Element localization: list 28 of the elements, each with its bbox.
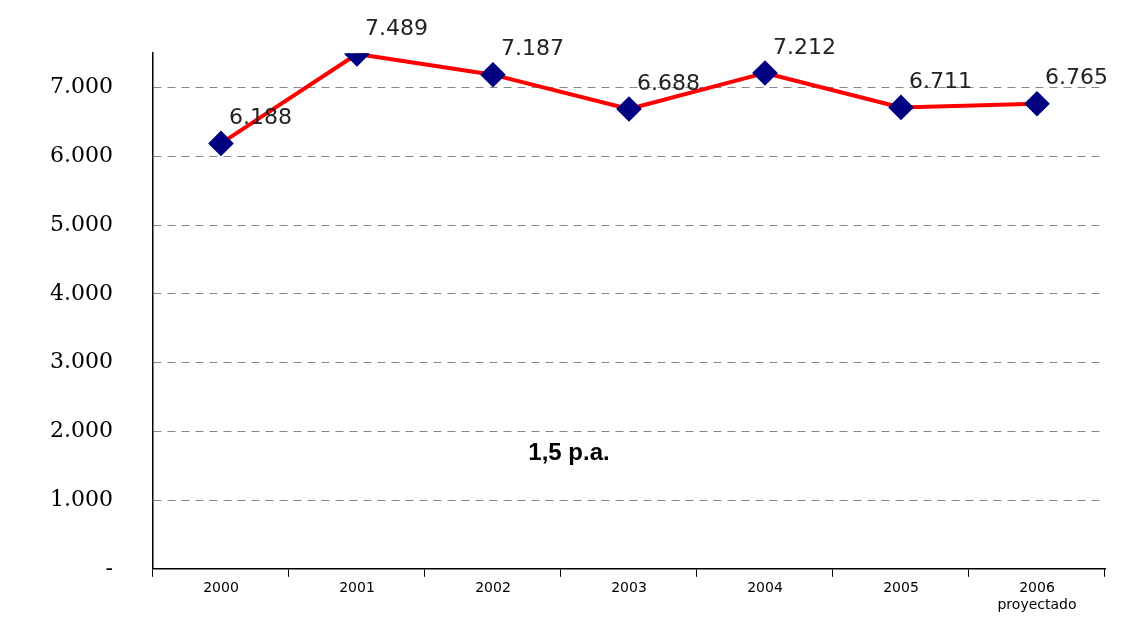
y-tick-label: 2.000 — [50, 417, 113, 443]
x-tick-label: 2006 proyectado — [997, 578, 1077, 612]
point — [1025, 91, 1049, 116]
annotation: 1,5 p.a. — [528, 438, 610, 466]
x-tick-label: 2005 — [883, 578, 919, 595]
data-label: 6.765 — [1045, 64, 1108, 90]
point — [752, 61, 777, 85]
x-tick-label: 2001 — [339, 578, 375, 595]
data-label: 7.489 — [364, 14, 428, 40]
x-tick-label: 2003 — [611, 578, 647, 595]
y-tick-label: 4.000 — [50, 279, 113, 305]
data-label: 7.187 — [500, 35, 564, 61]
data-label: 6.688 — [636, 69, 700, 95]
point — [616, 97, 641, 122]
point — [889, 95, 913, 120]
y-tick-label: 5.000 — [50, 210, 113, 236]
y-tick-label: - — [105, 554, 113, 580]
y-tick-label: 7.000 — [50, 73, 113, 99]
point — [208, 131, 233, 156]
point — [480, 62, 505, 87]
y-tick-label: 1.000 — [50, 485, 113, 511]
y-tick-label: 3.000 — [50, 348, 113, 374]
x-tick-label: 2002 — [475, 578, 511, 595]
y-tick-label: 6.000 — [50, 142, 113, 168]
data-label: 7.212 — [772, 33, 836, 59]
x-tick-label: 2000 — [203, 578, 239, 595]
x-tick-label: 2004 — [747, 578, 783, 595]
data-label: 6.711 — [909, 68, 972, 94]
